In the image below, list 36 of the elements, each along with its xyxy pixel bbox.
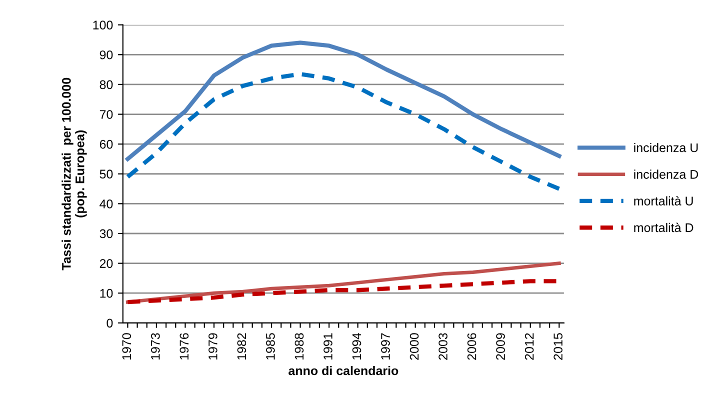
x-tick-label: 1982 [237,333,246,360]
y-tick-label: 90 [100,50,113,60]
x-tick-label: 1970 [122,333,132,360]
x-tick-label: 1988 [294,333,304,360]
legend-label: incidenza D [634,170,698,179]
x-tick-label: 1979 [208,333,218,360]
legend-label: mortalità U [634,196,693,206]
x-tick-label: 1976 [180,333,189,360]
x-tick-label: 1991 [324,333,332,360]
y-tick-label: 80 [100,80,113,90]
legend-label: incidenza U [634,142,698,152]
y-tick-label: 50 [100,170,113,179]
y-tick-label: 100 [93,20,113,30]
x-tick-label: 1973 [150,333,160,360]
x-tick-label: 2006 [467,333,476,360]
line-series [126,72,562,191]
y-tick-label: 0 [106,318,113,328]
x-axis-title: anno di calendario [288,366,398,376]
line-series [126,40,562,162]
x-tick-label: 2012 [524,333,534,360]
y-tick-label: 60 [100,140,113,149]
x-tick-label: 2009 [496,333,505,360]
x-tick-label: 1994 [352,333,362,360]
x-tick-label: 2000 [410,333,419,360]
x-tick-label: 1997 [381,333,390,360]
y-tick-label: 30 [100,229,113,238]
legend-label: mortalità D [634,222,694,232]
x-tick-label: 1985 [266,333,275,360]
y-axis-title: Tassi standardizzati per 100.000 (pop. Europea) [62,78,87,270]
line-series [126,262,561,304]
x-tick-label: 2003 [438,333,448,360]
y-tick-label: 40 [100,199,113,208]
y-tick-label: 10 [100,288,113,298]
y-tick-label: 70 [100,110,113,119]
x-tick-label: 2015 [554,333,562,360]
y-tick-label: 20 [100,259,113,268]
